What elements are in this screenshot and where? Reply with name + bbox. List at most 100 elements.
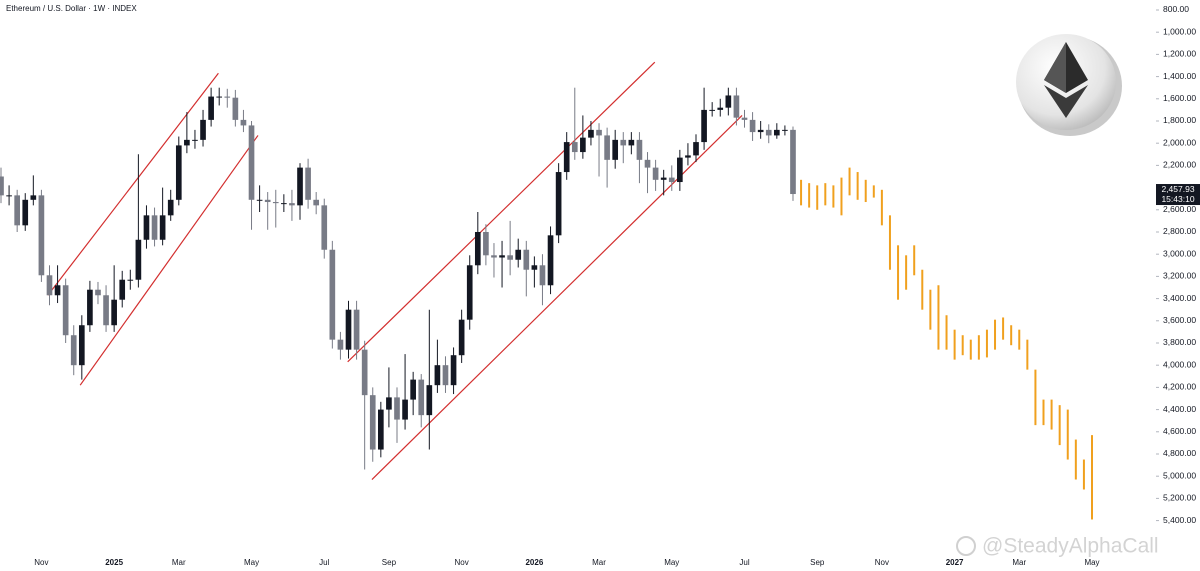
candle-body bbox=[200, 119, 206, 140]
chart-title: Ethereum / U.S. Dollar · 1W · INDEX bbox=[6, 4, 137, 13]
candle-body bbox=[604, 135, 610, 160]
y-tick-label: 3,600.00 bbox=[1163, 315, 1196, 325]
candle-body bbox=[418, 379, 425, 416]
candle-body bbox=[95, 289, 101, 296]
trend-line bbox=[79, 135, 259, 386]
candle-body bbox=[733, 95, 740, 118]
candle-body bbox=[281, 203, 287, 205]
candle-body bbox=[410, 379, 416, 400]
y-tick-label: 3,400.00 bbox=[1163, 293, 1196, 303]
eth-logo bbox=[1016, 34, 1122, 136]
candle-body bbox=[216, 96, 223, 98]
candle-body bbox=[531, 265, 538, 270]
candle-body bbox=[507, 255, 513, 260]
candle-body bbox=[571, 142, 578, 153]
candle-body bbox=[499, 255, 505, 258]
y-tick-label: 2,200.00 bbox=[1163, 160, 1196, 170]
x-tick-label: Sep bbox=[382, 558, 397, 567]
candle-body bbox=[232, 97, 239, 120]
y-tick-label: 2,600.00 bbox=[1163, 204, 1196, 214]
x-tick-label: Jul bbox=[319, 558, 329, 567]
candle-body bbox=[547, 235, 554, 286]
y-tick-label: 5,000.00 bbox=[1163, 470, 1196, 480]
candle-body bbox=[159, 215, 166, 240]
y-tick-label: 5,400.00 bbox=[1163, 515, 1196, 525]
candle-body bbox=[620, 139, 627, 146]
candle-body bbox=[402, 399, 408, 420]
x-tick-label: Nov bbox=[455, 558, 469, 567]
candle-body bbox=[329, 249, 336, 340]
countdown-label: 15:43:10 bbox=[1161, 194, 1194, 204]
y-tick-label: 1,000.00 bbox=[1163, 26, 1196, 36]
candle-body bbox=[151, 215, 158, 240]
x-tick-label: May bbox=[244, 558, 259, 567]
candle-body bbox=[378, 409, 384, 450]
candle-body bbox=[483, 231, 489, 256]
candle-body bbox=[450, 355, 457, 386]
candle-body bbox=[0, 176, 4, 196]
candle-body bbox=[240, 119, 247, 126]
trend-line bbox=[47, 72, 219, 296]
candle-body bbox=[135, 239, 142, 280]
x-tick-label: 2027 bbox=[946, 558, 964, 567]
y-tick-label: 800.00 bbox=[1163, 4, 1189, 14]
y-tick-label: 3,000.00 bbox=[1163, 248, 1196, 258]
candle-body bbox=[701, 109, 707, 143]
candle-body bbox=[668, 177, 675, 183]
candle-body bbox=[717, 107, 724, 110]
x-tick-label: May bbox=[664, 558, 679, 567]
candle-body bbox=[70, 335, 77, 366]
watermark-text: @SteadyAlphaCall bbox=[982, 535, 1159, 558]
candle-body bbox=[749, 119, 756, 133]
x-tick-label: Sep bbox=[810, 558, 825, 567]
candle-body bbox=[563, 142, 570, 173]
x-tick-label: Mar bbox=[592, 558, 606, 567]
candle-body bbox=[539, 265, 546, 286]
candle-body bbox=[264, 199, 271, 203]
watermark-icon bbox=[956, 536, 976, 556]
candle-body bbox=[321, 205, 328, 250]
candle-body bbox=[474, 231, 481, 266]
y-tick-label: 1,800.00 bbox=[1163, 115, 1196, 125]
candle-body bbox=[434, 365, 441, 386]
candle-body bbox=[394, 397, 400, 420]
candle-body bbox=[458, 319, 465, 356]
plot-area bbox=[0, 61, 1093, 520]
eth-diamond-left bbox=[1044, 42, 1066, 93]
candle-body bbox=[782, 129, 788, 131]
candle-body bbox=[644, 159, 651, 168]
y-tick-label: 4,600.00 bbox=[1163, 426, 1196, 436]
candle-body bbox=[272, 202, 279, 204]
candle-body bbox=[555, 172, 562, 236]
candle-body bbox=[426, 385, 433, 416]
candle-body bbox=[297, 167, 303, 206]
candle-body bbox=[757, 129, 764, 133]
candle-body bbox=[14, 195, 20, 226]
candle-body bbox=[208, 96, 214, 120]
x-tick-label: Jul bbox=[739, 558, 749, 567]
x-tick-label: 2026 bbox=[525, 558, 543, 567]
candle-body bbox=[345, 309, 352, 350]
watermark: @SteadyAlphaCall bbox=[956, 535, 1159, 558]
candle-body bbox=[289, 203, 295, 206]
candle-body bbox=[46, 275, 53, 296]
trend-line bbox=[347, 61, 656, 363]
y-tick-label: 1,200.00 bbox=[1163, 49, 1196, 59]
candle-body bbox=[256, 199, 263, 201]
y-tick-label: 1,400.00 bbox=[1163, 71, 1196, 81]
x-tick-label: Mar bbox=[172, 558, 186, 567]
candle-body bbox=[248, 125, 255, 200]
eth-diamond-bottom bbox=[1044, 85, 1088, 118]
candle-body bbox=[515, 249, 522, 260]
candle-body bbox=[119, 279, 126, 300]
candle-body bbox=[143, 215, 150, 240]
y-tick-label: 4,200.00 bbox=[1163, 382, 1196, 392]
candle-body bbox=[184, 139, 190, 146]
candle-body bbox=[790, 129, 796, 195]
candle-body bbox=[369, 395, 376, 450]
x-tick-label: Nov bbox=[875, 558, 889, 567]
price-axis: 800.00 1,000.00 1,200.00 1,400.00 1,600.00 1,… bbox=[1156, 4, 1200, 525]
